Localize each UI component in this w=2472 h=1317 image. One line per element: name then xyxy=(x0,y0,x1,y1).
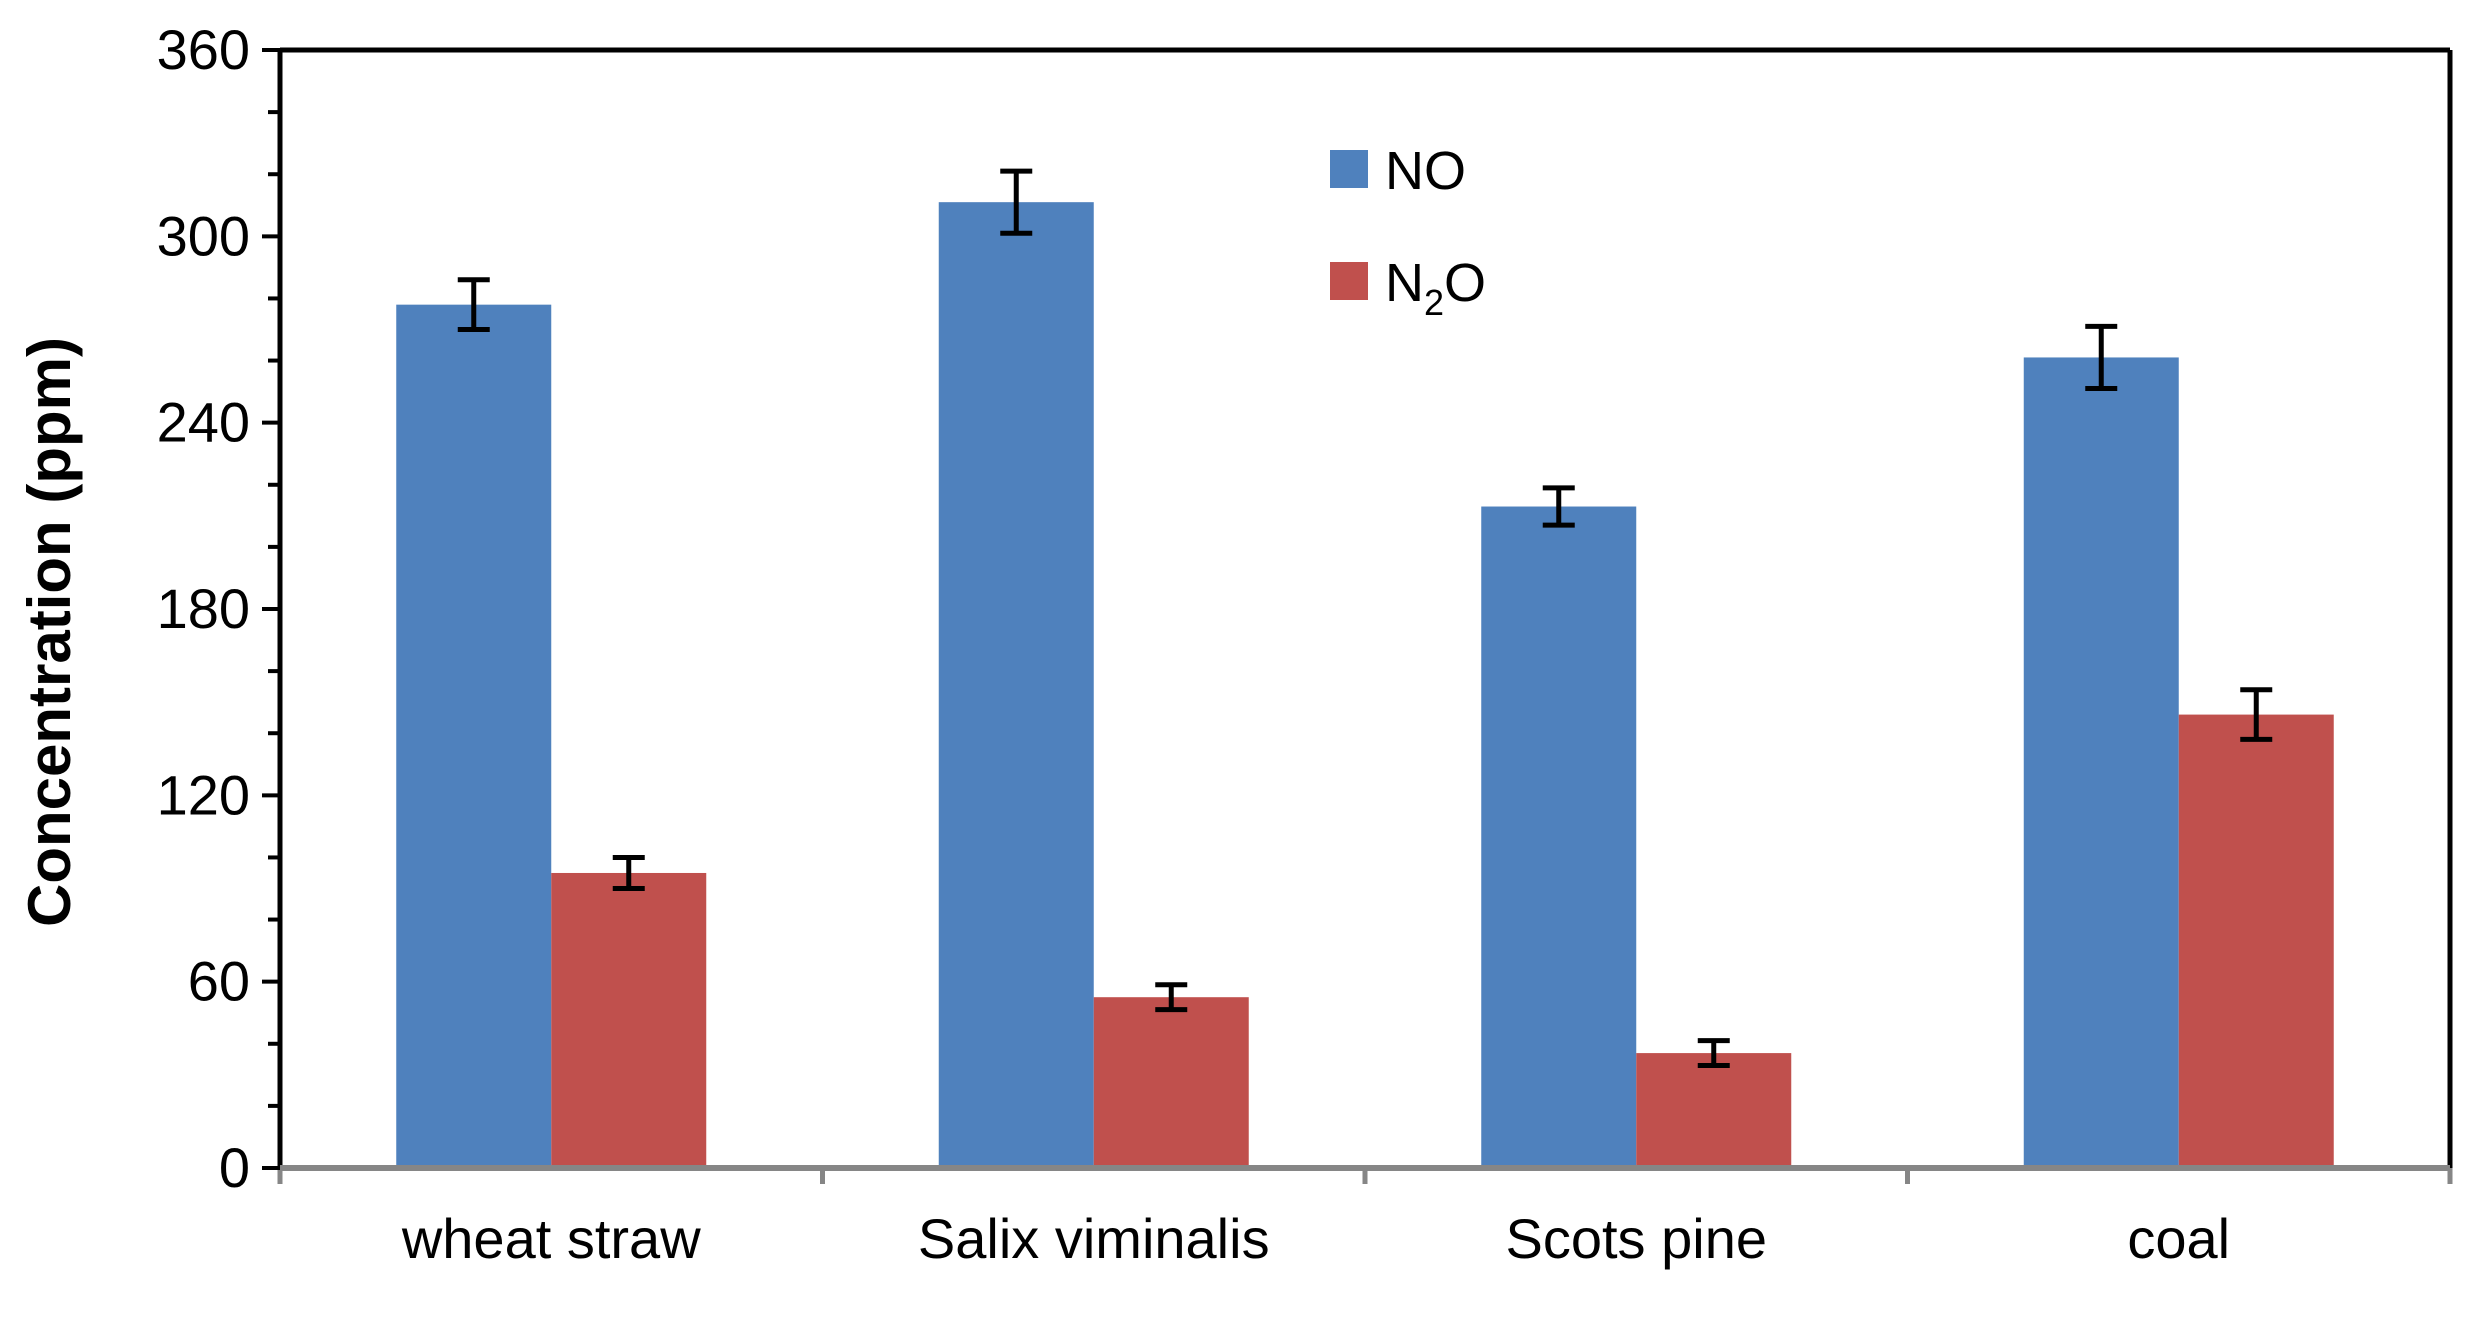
y-ticks-layer: 0 60 120 180 240 300 360 xyxy=(157,18,280,1199)
legend-label-no: NO xyxy=(1385,141,1466,201)
y-tick-label: 60 xyxy=(188,950,250,1013)
y-tick-label: 120 xyxy=(157,763,250,826)
error-bar-no-coal xyxy=(2085,323,2118,392)
error-bar-n2o-salix-viminalis xyxy=(1155,982,1188,1013)
legend-label-n2o: N2O xyxy=(1385,253,1486,323)
bar-no-wheat-straw xyxy=(396,304,552,1169)
error-bar-no-wheat-straw xyxy=(457,277,490,332)
x-tick-label-coal: coal xyxy=(2127,1207,2230,1270)
error-bar-n2o-coal xyxy=(2240,687,2273,742)
y-tick-label: 0 xyxy=(219,1136,250,1199)
legend-swatch-n2o xyxy=(1330,262,1368,300)
legend-swatch-no xyxy=(1330,150,1368,188)
error-bar-n2o-wheat-straw xyxy=(612,854,645,891)
bar-no-scots-pine xyxy=(1481,506,1637,1168)
x-tick-label-wheat-straw: wheat straw xyxy=(401,1207,701,1270)
legend-label-n2o-tail: O xyxy=(1444,253,1486,313)
x-tick-label-scots-pine: Scots pine xyxy=(1506,1207,1768,1270)
y-tick-label: 240 xyxy=(157,391,250,454)
bar-no-salix-viminalis xyxy=(938,202,1094,1168)
bar-n2o-coal xyxy=(2178,714,2334,1168)
error-bars-layer xyxy=(457,168,2273,1069)
bar-n2o-wheat-straw xyxy=(551,872,707,1168)
legend-label-n2o-main: N xyxy=(1385,253,1424,313)
bar-n2o-scots-pine xyxy=(1636,1053,1792,1168)
bars-layer xyxy=(396,202,2334,1169)
y-axis-title: Concentration (ppm) xyxy=(16,337,83,927)
x-categories-layer: wheat straw Salix viminalis Scots pine coal xyxy=(401,1207,2230,1270)
error-bar-n2o-scots-pine xyxy=(1697,1038,1730,1069)
legend: NO N2O xyxy=(1330,141,1486,323)
bar-no-coal xyxy=(2023,357,2179,1168)
y-tick-label: 360 xyxy=(157,18,250,81)
bar-n2o-salix-viminalis xyxy=(1093,997,1249,1168)
y-tick-label: 300 xyxy=(157,204,250,267)
error-bar-no-salix-viminalis xyxy=(1000,168,1033,236)
legend-label-n2o-subscript: 2 xyxy=(1424,282,1444,323)
y-tick-label: 180 xyxy=(157,577,250,640)
error-bar-no-scots-pine xyxy=(1542,485,1575,528)
x-tick-label-salix-viminalis: Salix viminalis xyxy=(918,1207,1270,1270)
